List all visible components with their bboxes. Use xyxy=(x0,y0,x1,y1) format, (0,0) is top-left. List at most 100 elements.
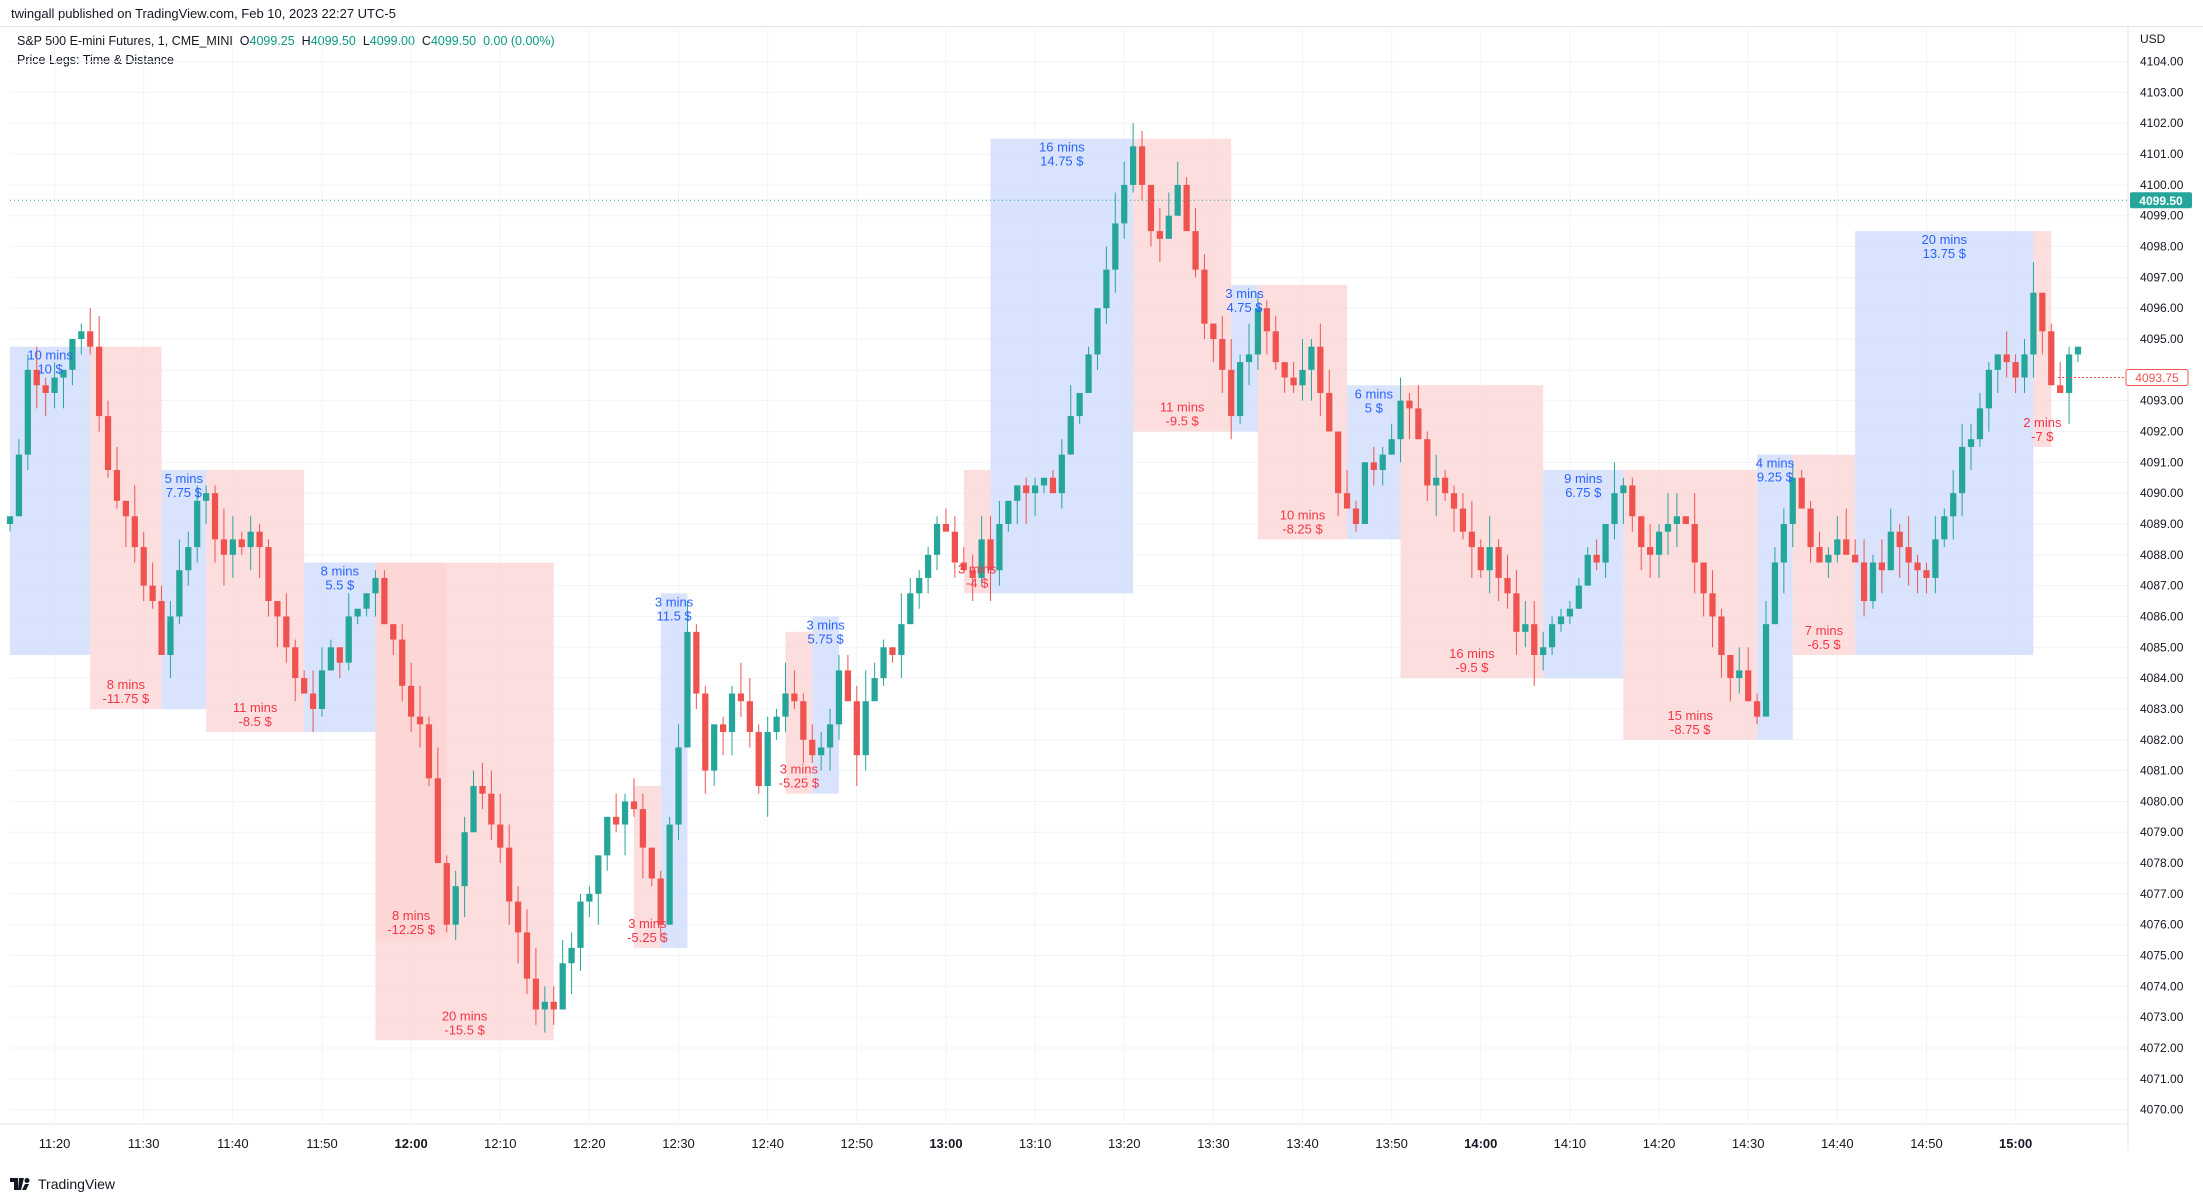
candle-down xyxy=(488,793,495,825)
candle-down xyxy=(506,847,513,902)
candle-down xyxy=(1335,431,1342,494)
candle-down xyxy=(381,577,388,625)
candle-up xyxy=(1673,516,1680,524)
candle-up xyxy=(1557,616,1565,625)
up-leg-box xyxy=(812,616,839,794)
candle-up xyxy=(78,331,85,340)
candle-up xyxy=(711,724,718,771)
price-axis-label: 4093.00 xyxy=(2140,394,2184,408)
candle-up xyxy=(1575,585,1582,609)
up-leg-box xyxy=(1543,470,1624,679)
price-axis-label: 4101.00 xyxy=(2140,147,2184,161)
high-label: H xyxy=(301,34,311,48)
candle-up xyxy=(1976,408,1984,440)
candle-up xyxy=(1932,539,1939,578)
candle-down xyxy=(113,470,121,501)
candle-down xyxy=(969,570,976,578)
candle-up xyxy=(621,801,629,825)
candle-up xyxy=(586,893,593,902)
candle-down xyxy=(479,785,486,794)
candle-down xyxy=(550,1001,557,1010)
candle-down xyxy=(960,562,967,571)
candle-down xyxy=(1504,577,1511,594)
candle-up xyxy=(862,701,869,756)
candle-up xyxy=(568,947,575,964)
candle-up xyxy=(684,631,691,748)
time-axis-label: 11:30 xyxy=(128,1136,160,1151)
leg-duration-label: 5 mins xyxy=(165,471,204,486)
price-axis-label: 4091.00 xyxy=(2140,455,2184,469)
candle-down xyxy=(853,701,860,756)
down-leg-box xyxy=(1623,470,1758,740)
leg-distance-label: -8.25 $ xyxy=(1282,521,1323,536)
candle-down xyxy=(399,639,406,686)
leg-distance-label: 6.75 $ xyxy=(1565,485,1602,500)
price-axis-label: 4099.00 xyxy=(2140,209,2184,223)
candle-down xyxy=(1816,547,1823,563)
down-leg-box xyxy=(785,631,813,794)
time-axis-label: 12:00 xyxy=(394,1136,427,1151)
candle-up xyxy=(1780,523,1787,563)
candle-down xyxy=(1450,493,1458,509)
leg-distance-label: 7.75 $ xyxy=(166,485,203,500)
candle-up xyxy=(1762,624,1770,717)
candle-down xyxy=(1263,308,1270,332)
candle-down xyxy=(1138,146,1146,185)
candle-up xyxy=(318,670,326,709)
candle-down xyxy=(1798,477,1805,509)
candle-down xyxy=(1210,323,1217,340)
leg-distance-label: -8.5 $ xyxy=(239,714,273,729)
leg-duration-label: 16 mins xyxy=(1449,646,1495,661)
symbol-name[interactable]: S&P 500 E-mini Futures, 1, CME_MINI xyxy=(17,34,233,48)
price-axis-label: 4073.00 xyxy=(2140,1010,2184,1024)
footer-brand[interactable]: TradingView xyxy=(10,1176,115,1192)
candle-up xyxy=(898,624,905,655)
candle-up xyxy=(978,539,985,578)
price-axis-label: 4084.00 xyxy=(2140,671,2184,685)
tradingview-logo-icon xyxy=(10,1178,30,1190)
candle-down xyxy=(951,531,958,563)
price-axis-label: 4089.00 xyxy=(2140,517,2184,531)
indicator-name[interactable]: Price Legs: Time & Distance xyxy=(17,53,175,67)
leg-distance-label: 4.75 $ xyxy=(1226,300,1263,315)
candle-down xyxy=(301,678,308,694)
time-axis-label: 14:10 xyxy=(1554,1136,1587,1151)
candle-up xyxy=(559,963,566,1010)
candle-down xyxy=(1647,547,1654,555)
leg-duration-label: 15 mins xyxy=(1667,708,1713,723)
candle-down xyxy=(1495,547,1502,578)
time-axis-label: 11:40 xyxy=(217,1136,249,1151)
candle-down xyxy=(648,847,655,879)
candle-down xyxy=(1049,477,1057,494)
candle-down xyxy=(1424,439,1431,486)
leg-distance-label: -7 $ xyxy=(2031,429,2054,444)
time-axis-label: 13:20 xyxy=(1108,1136,1141,1151)
candle-down xyxy=(2012,362,2019,378)
price-axis-label: 4096.00 xyxy=(2140,301,2184,315)
candle-up xyxy=(541,1001,548,1010)
open-label: O xyxy=(239,34,250,48)
candle-up xyxy=(1620,485,1627,494)
time-axis-label: 13:50 xyxy=(1375,1136,1408,1151)
candle-down xyxy=(630,801,638,810)
candle-up xyxy=(577,901,584,948)
leg-distance-label: 13.75 $ xyxy=(1923,246,1967,261)
price-axis-label: 4077.00 xyxy=(2140,887,2184,901)
candle-down xyxy=(693,631,700,694)
candle-up xyxy=(1789,477,1796,524)
candle-down xyxy=(416,716,424,725)
candle-down xyxy=(1228,369,1235,417)
candle-down xyxy=(292,647,299,679)
candle-down xyxy=(1326,392,1333,432)
leg-distance-label: 5.75 $ xyxy=(808,631,845,646)
candle-down xyxy=(1219,339,1226,370)
time-axis-label: 12:40 xyxy=(751,1136,784,1151)
candle-down xyxy=(390,624,397,640)
leg-duration-label: 3 mins xyxy=(780,762,819,777)
candle-down xyxy=(1923,570,1930,578)
leg-distance-label: -15.5 $ xyxy=(444,1022,485,1037)
candle-up xyxy=(996,523,1003,571)
up-leg-box xyxy=(1231,285,1258,432)
candle-up xyxy=(1031,485,1039,494)
